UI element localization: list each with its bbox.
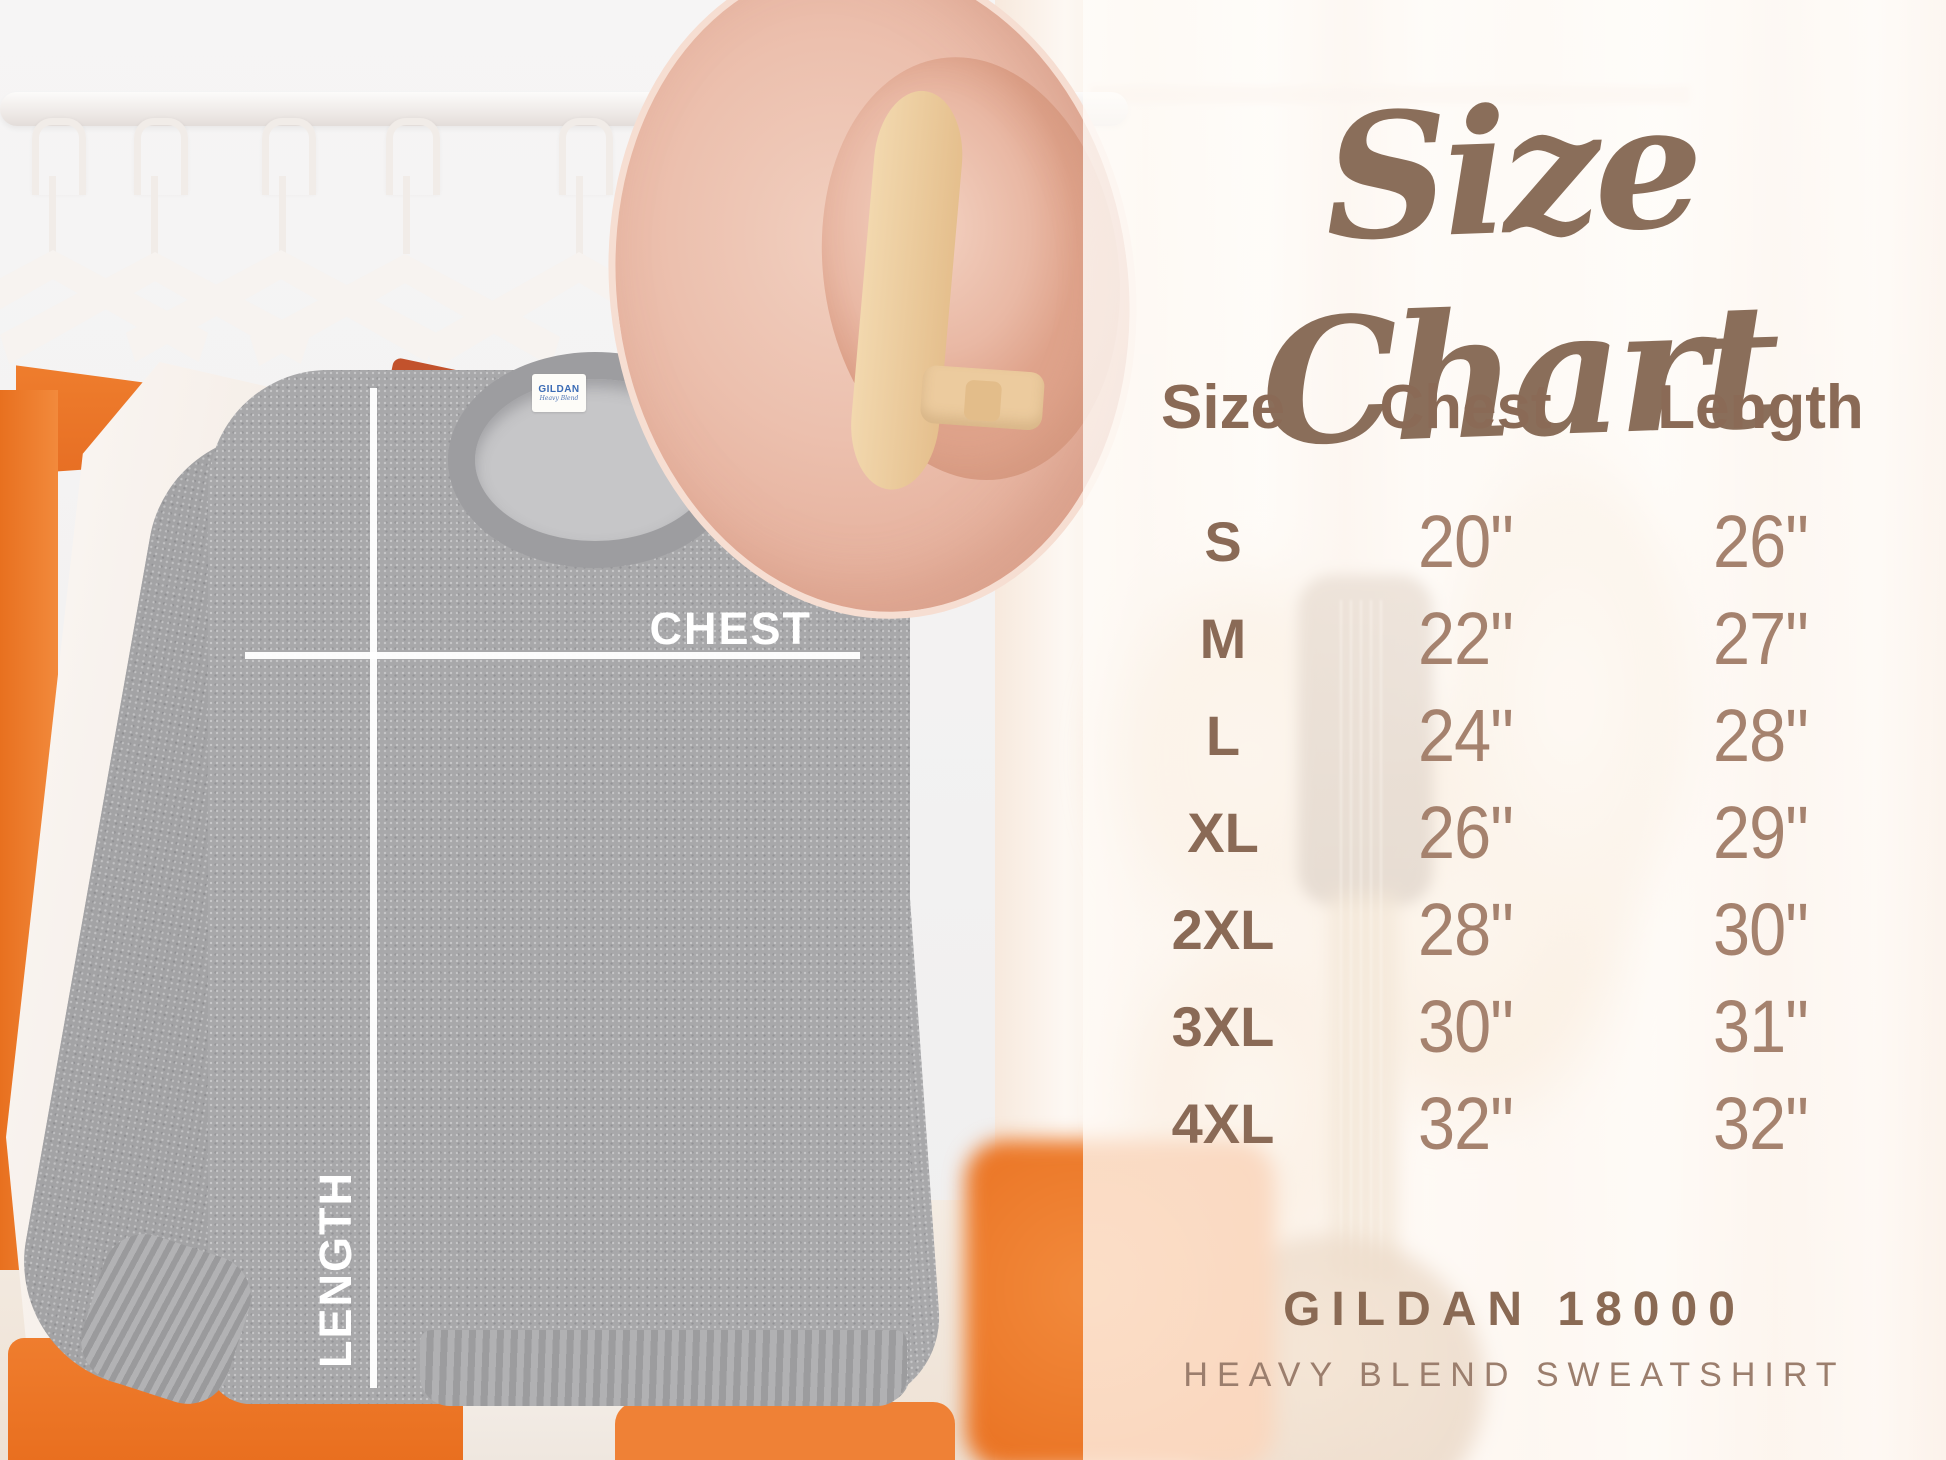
length-measure-label: LENGTH <box>310 1171 361 1368</box>
length-cell: 28" <box>1712 694 1809 777</box>
hanger-hook <box>386 118 440 195</box>
length-measure-line <box>370 388 377 1388</box>
size-cell: XL <box>1187 801 1259 864</box>
size-table: Size Chest Length S 20" 26" M 22" 27" L … <box>1128 372 1908 1172</box>
hanger-hook <box>262 118 316 195</box>
length-cell: 31" <box>1712 985 1809 1068</box>
tag-line-text: Heavy Blend <box>539 395 579 402</box>
table-row: L 24" 28" <box>1128 687 1908 784</box>
table-row: S 20" 26" <box>1128 493 1908 590</box>
size-cell: 4XL <box>1171 1092 1275 1155</box>
column-header-size: Size <box>1160 373 1286 442</box>
size-cell: S <box>1204 510 1242 573</box>
chest-measure-label: CHEST <box>649 603 812 654</box>
chest-cell: 28" <box>1417 888 1514 971</box>
chest-cell: 24" <box>1417 694 1514 777</box>
chest-cell: 22" <box>1417 597 1514 680</box>
hanger-stem <box>49 176 56 254</box>
hanger-stem <box>576 176 583 254</box>
hanger-hook <box>559 118 613 195</box>
hanger-stem <box>151 176 158 254</box>
table-row: 2XL 28" 30" <box>1128 881 1908 978</box>
size-table-header: Size Chest Length <box>1128 372 1908 443</box>
size-table-body: S 20" 26" M 22" 27" L 24" 28" XL 26" 29"… <box>1128 493 1908 1172</box>
neck-tag: GILDAN Heavy Blend <box>532 374 586 412</box>
sweatshirt-hem <box>420 1330 907 1406</box>
table-row: 4XL 32" 32" <box>1128 1075 1908 1172</box>
size-cell: 3XL <box>1171 995 1275 1058</box>
length-cell: 30" <box>1712 888 1809 971</box>
chest-cell: 26" <box>1417 791 1514 874</box>
hanger-hook <box>134 118 188 195</box>
hat-ribbon-knot <box>963 379 1003 422</box>
chest-measure-line <box>245 652 860 659</box>
size-cell: L <box>1205 704 1241 767</box>
table-row: XL 26" 29" <box>1128 784 1908 881</box>
product-model: GILDAN 18000 <box>1283 1283 1746 1336</box>
hanger-hook <box>32 118 86 195</box>
length-cell: 29" <box>1712 791 1809 874</box>
size-cell: 2XL <box>1171 898 1275 961</box>
info-panel-overlay <box>1083 0 1946 1460</box>
chest-cell: 32" <box>1417 1082 1514 1165</box>
chest-cell: 30" <box>1417 985 1514 1068</box>
table-row: M 22" 27" <box>1128 590 1908 687</box>
length-cell: 27" <box>1712 597 1809 680</box>
size-cell: M <box>1199 607 1247 670</box>
hanger-stem <box>279 176 286 254</box>
column-header-length: Length <box>1657 373 1864 442</box>
table-row: 3XL 30" 31" <box>1128 978 1908 1075</box>
tag-brand-text: GILDAN <box>538 384 580 395</box>
orange-garment-bottom <box>615 1402 955 1460</box>
length-cell: 32" <box>1712 1082 1809 1165</box>
hanger-stem <box>403 176 410 254</box>
product-name: HEAVY BLEND SWEATSHIRT <box>1183 1356 1846 1394</box>
chest-cell: 20" <box>1417 500 1514 583</box>
column-header-chest: Chest <box>1379 373 1552 442</box>
length-cell: 26" <box>1712 500 1809 583</box>
